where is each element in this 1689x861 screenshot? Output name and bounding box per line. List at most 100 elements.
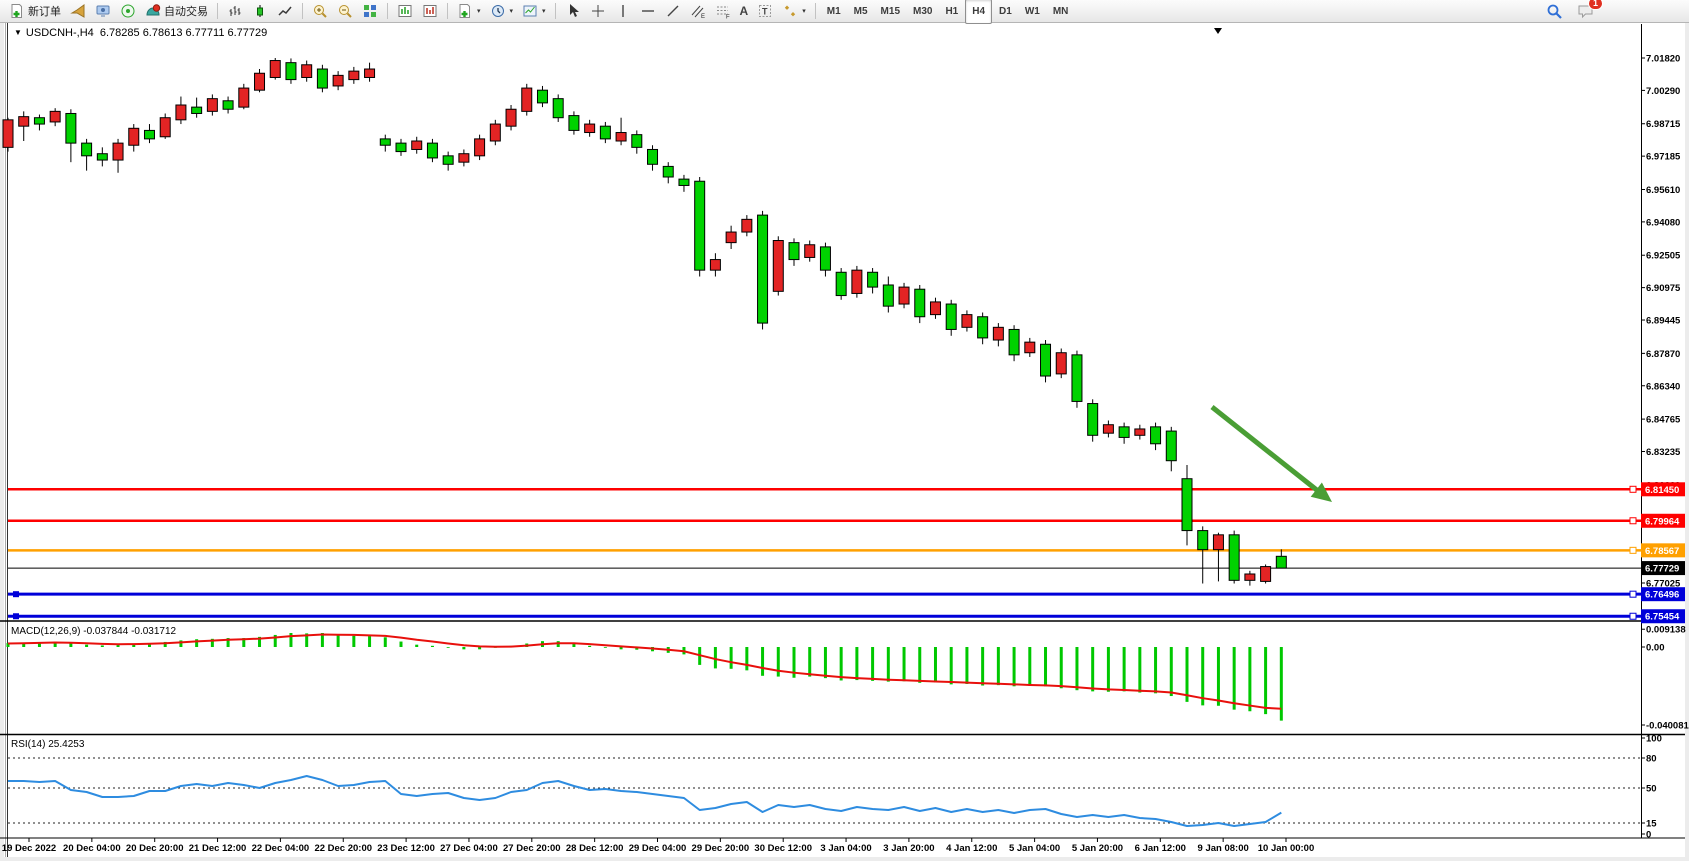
text-button[interactable]: A [736, 0, 753, 23]
crosshair-button[interactable] [586, 0, 610, 23]
price-axis [1641, 23, 1684, 857]
horizontal-lines[interactable] [8, 485, 1641, 620]
fibonacci-button[interactable]: F [711, 0, 735, 23]
svg-text:20 Dec 20:00: 20 Dec 20:00 [126, 843, 184, 854]
candle-body [819, 246, 831, 271]
timeframe-h4-button[interactable]: H4 [965, 0, 993, 24]
candle-body [741, 218, 753, 233]
horizontal-line-button[interactable] [636, 0, 660, 23]
chart-shift-button[interactable] [418, 0, 442, 23]
candle-body [206, 98, 218, 112]
candle-body [1181, 478, 1193, 532]
templates-button[interactable]: ▾ [518, 0, 550, 23]
trendline-button[interactable] [661, 0, 685, 23]
candle-body [725, 231, 737, 244]
hline-anchor[interactable] [1629, 546, 1637, 554]
signal-icon [120, 3, 136, 19]
separator [217, 3, 218, 19]
arrows-button[interactable]: ▾ [778, 0, 810, 23]
timeframe-mn-button[interactable]: MN [1052, 5, 1069, 17]
timeframe-m15-button[interactable]: M15 [880, 5, 900, 17]
shift-marker-icon[interactable] [1214, 28, 1222, 34]
svg-text:6.97185: 6.97185 [1646, 152, 1681, 163]
cursor-icon [565, 3, 581, 19]
zoom-out-icon [337, 3, 353, 19]
candle-body [584, 123, 596, 134]
timeframe-d1-button[interactable]: D1 [999, 5, 1012, 17]
price-alert-button[interactable] [66, 0, 90, 23]
notifications-button[interactable]: 1 [1573, 0, 1603, 23]
hline-anchor[interactable] [1629, 517, 1637, 525]
candle-body [1275, 555, 1287, 569]
separator [302, 3, 303, 19]
timeframe-m1-button[interactable]: M1 [826, 5, 841, 17]
text-label-icon: T [757, 3, 773, 19]
collapse-arrow-icon[interactable]: ▼ [14, 28, 22, 37]
candle-body [961, 314, 973, 328]
time-axis: 19 Dec 2022 20 Dec 04:00 20 Dec 20:00 21 De… [2, 838, 1314, 854]
candle-body [694, 180, 706, 271]
candle-body [65, 112, 77, 144]
new-order-icon [9, 3, 25, 19]
candle-body [599, 125, 611, 140]
candle-body [757, 214, 769, 324]
equidistant-channel-button[interactable]: E [686, 0, 710, 23]
cursor-button[interactable] [561, 0, 585, 23]
timeframe-m30-button[interactable]: M30 [913, 5, 933, 17]
vertical-line-button[interactable] [611, 0, 635, 23]
hline-price-badge [1641, 482, 1685, 497]
hline-anchor[interactable] [1629, 485, 1637, 493]
timeframe-h1-button[interactable]: H1 [945, 5, 959, 17]
zoom-out-button[interactable] [333, 0, 357, 23]
add-indicator-icon [457, 3, 473, 19]
svg-text:19 Dec 2022: 19 Dec 2022 [2, 843, 56, 854]
rsi-line [8, 775, 1282, 827]
timeframe-w1-button[interactable]: W1 [1024, 5, 1040, 17]
svg-text:6.86340: 6.86340 [1646, 381, 1680, 392]
arrow-shaft[interactable] [1210, 405, 1320, 493]
horizontal-line-icon [640, 3, 656, 19]
candlestick-chart-button[interactable] [248, 0, 272, 23]
hline-price-badge [1641, 513, 1685, 528]
svg-text:15: 15 [1646, 819, 1657, 830]
new-order-button[interactable]: 新订单 [5, 0, 65, 23]
trend-arrow-annotation[interactable] [1210, 405, 1332, 502]
line-chart-button[interactable] [273, 0, 297, 23]
search-button[interactable] [1542, 0, 1567, 23]
tile-windows-icon [362, 3, 378, 19]
right-tools: 1 [1542, 0, 1603, 23]
tile-windows-button[interactable] [358, 0, 382, 23]
svg-text:29 Dec 04:00: 29 Dec 04:00 [629, 843, 687, 854]
svg-text:30 Dec 12:00: 30 Dec 12:00 [754, 843, 812, 854]
separator [554, 3, 556, 19]
signal-button[interactable] [116, 0, 140, 23]
hline-anchor[interactable] [1629, 612, 1637, 620]
chevron-down-icon: ▾ [802, 8, 806, 15]
indicator-window-button[interactable] [393, 0, 417, 23]
periods-button[interactable]: ▾ [486, 0, 518, 23]
auto-trading-button[interactable]: 自动交易 [141, 0, 212, 23]
hline-anchor[interactable] [13, 613, 19, 620]
svg-text:6.77025: 6.77025 [1646, 578, 1681, 589]
hline-anchor[interactable] [1629, 590, 1637, 598]
zoom-in-button[interactable] [308, 0, 332, 23]
candle-body [631, 134, 643, 148]
hline-anchor[interactable] [13, 591, 19, 598]
timeframe-m5-button[interactable]: M5 [853, 5, 868, 17]
svg-text:6.89445: 6.89445 [1646, 316, 1681, 327]
market-watch-button[interactable] [91, 0, 115, 23]
svg-text:27 Dec 20:00: 27 Dec 20:00 [503, 843, 561, 854]
svg-text:T: T [762, 7, 768, 17]
candle-body [992, 326, 1004, 341]
text-label-button[interactable]: T [753, 0, 777, 23]
add-indicator-button[interactable]: ▾ [453, 0, 485, 23]
bar-chart-button[interactable] [223, 0, 247, 23]
candle-body [364, 68, 376, 78]
crosshair-icon [590, 3, 606, 19]
candle-body [489, 123, 501, 142]
arrow-head-icon [1310, 482, 1332, 502]
candle-body [867, 271, 879, 288]
candle-body [316, 68, 328, 89]
candle-body [835, 271, 847, 297]
